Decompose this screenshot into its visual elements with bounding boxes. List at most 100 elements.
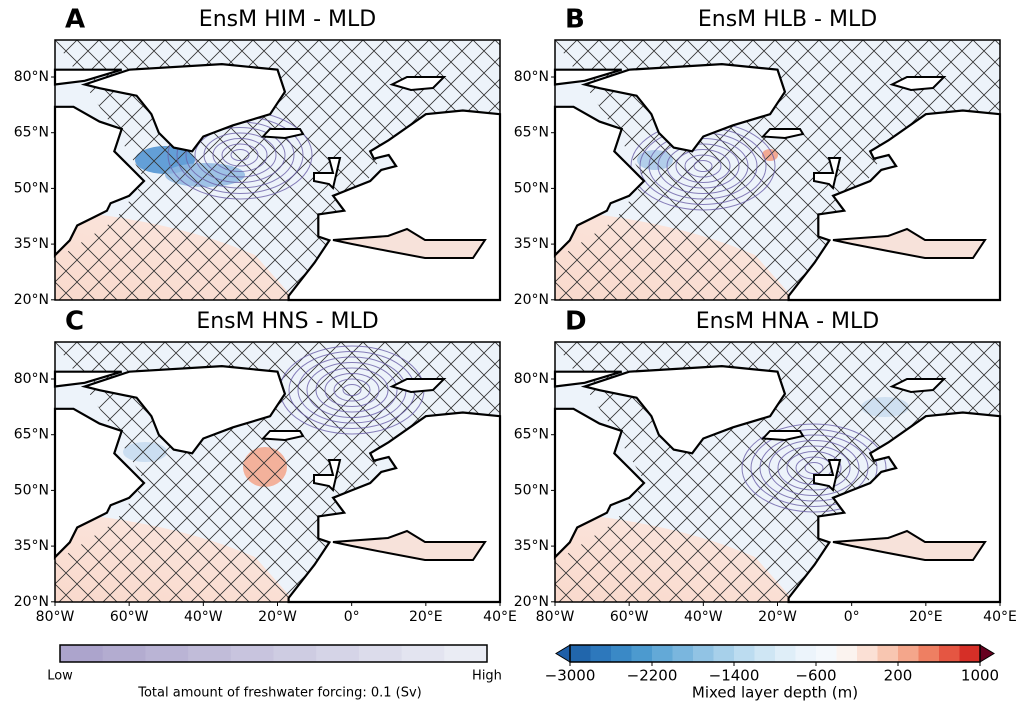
lat-label: 20°N xyxy=(514,292,549,308)
colorbar-extend-low xyxy=(555,644,571,663)
colorbar-segment xyxy=(590,645,612,662)
lat-label: 80°N xyxy=(14,69,49,85)
forcing-contour xyxy=(315,367,389,413)
colorbar-high: High xyxy=(472,669,502,684)
forcing-contour xyxy=(194,127,286,183)
colorbar-segment xyxy=(795,645,817,662)
mld-colorbar: −3000 −2200 −1400 −600 200 1000 Mixed layer de… xyxy=(545,644,999,702)
forcing-contour xyxy=(768,440,860,496)
panel-frame xyxy=(54,39,501,301)
colorbar-segment xyxy=(734,645,755,662)
colorbar-segment xyxy=(672,645,694,662)
colorbar-segment xyxy=(775,645,796,662)
colorbar-segment xyxy=(611,645,632,662)
lon-label: 60°W xyxy=(110,609,149,625)
colorbar-segment xyxy=(918,645,940,662)
forcing-colorbar: Low High Total amount of freshwater forcin… xyxy=(47,644,502,701)
colorbar-segment xyxy=(401,645,445,662)
lat-label: 50°N xyxy=(514,482,549,498)
colorbar-segment xyxy=(898,645,919,662)
lat-label: 80°N xyxy=(514,371,549,387)
colorbar-segment xyxy=(959,645,981,662)
lon-label: 80°W xyxy=(36,609,75,625)
colorbar-segment xyxy=(358,645,403,662)
lon-label: 0° xyxy=(844,609,860,625)
lat-label: 20°N xyxy=(14,594,49,610)
lat-label: 65°N xyxy=(14,125,49,141)
panel-title: EnsM HNA - MLD xyxy=(696,309,879,334)
forcing-contour xyxy=(324,373,380,407)
lat-label: 35°N xyxy=(514,236,549,252)
panel-title: EnsM HNS - MLD xyxy=(196,309,378,334)
forcing-contour xyxy=(203,132,277,178)
colorbar-segment xyxy=(713,645,735,662)
forcing-contour xyxy=(666,143,740,189)
colorbar-segment xyxy=(836,645,858,662)
colorbar-label: Total amount of freshwater forcing: 0.1 … xyxy=(137,686,422,701)
map-panel: D EnsM HNA - MLD 80°N 65°N 50°N 35°N 20°N80°W 6… xyxy=(514,307,1017,626)
colorbar-tick-label: 200 xyxy=(884,667,913,685)
colorbar-segment xyxy=(230,645,274,662)
forcing-contour xyxy=(759,434,869,502)
colorbar-segment xyxy=(939,645,960,662)
forcing-contour xyxy=(306,362,398,418)
lon-label: 20°E xyxy=(409,609,443,625)
lat-label: 35°N xyxy=(14,236,49,252)
lat-label: 35°N xyxy=(14,538,49,554)
map-panel: B EnsM HLB - MLD 80°N 65°N 50°N 35°N 20°N xyxy=(514,5,1002,308)
colorbar-segment xyxy=(754,645,776,662)
panel-letter: A xyxy=(65,5,85,35)
map-panel: A EnsM HIM - MLD 80°N 65°N 50°N 35°N 20°N xyxy=(14,5,502,308)
colorbar-extend-high xyxy=(979,644,995,663)
lat-label: 65°N xyxy=(14,427,49,443)
panel-letter: B xyxy=(565,5,585,35)
forcing-contour xyxy=(693,160,713,172)
lon-label: 60°W xyxy=(610,609,649,625)
forcing-contour xyxy=(333,378,371,402)
colorbar-segment xyxy=(444,645,488,662)
lat-label: 50°N xyxy=(14,180,49,196)
forcing-contour xyxy=(750,429,878,507)
lat-label: 35°N xyxy=(514,538,549,554)
forcing-contour xyxy=(342,384,362,396)
forcing-contour xyxy=(804,462,824,474)
colorbar-segment xyxy=(316,645,360,662)
colorbar-segment xyxy=(570,645,591,662)
lat-label: 50°N xyxy=(14,482,49,498)
lon-label: 40°E xyxy=(983,609,1017,625)
colorbar-segment xyxy=(188,645,232,662)
lat-label: 80°N xyxy=(14,371,49,387)
lon-label: 0° xyxy=(344,609,360,625)
colorbar-frame xyxy=(569,644,981,663)
colorbar-segment xyxy=(631,645,653,662)
lat-label: 65°N xyxy=(514,427,549,443)
map-panel: C EnsM HNS - MLD 80°N 65°N 50°N 35°N 20°N80°W 6… xyxy=(14,307,517,626)
colorbar-segment xyxy=(693,645,714,662)
colorbar-tick-label: −1400 xyxy=(709,667,760,685)
panel-letter: D xyxy=(565,307,587,337)
colorbar-segment xyxy=(273,645,317,662)
lat-label: 20°N xyxy=(14,292,49,308)
lon-label: 20°W xyxy=(258,609,297,625)
colorbar-tick-label: −2200 xyxy=(627,667,678,685)
lon-label: 80°W xyxy=(536,609,575,625)
colorbar-segment xyxy=(877,645,899,662)
colorbar-low: Low xyxy=(47,669,73,684)
lon-label: 20°W xyxy=(758,609,797,625)
colorbar-tick-label: 1000 xyxy=(961,667,999,685)
forcing-contour xyxy=(684,154,722,178)
lat-label: 20°N xyxy=(514,594,549,610)
colorbar-segment xyxy=(816,645,837,662)
forcing-contour xyxy=(230,149,250,161)
lat-label: 80°N xyxy=(514,69,549,85)
forcing-contour xyxy=(221,143,259,167)
lon-label: 40°W xyxy=(184,609,223,625)
panel-letter: C xyxy=(65,307,84,337)
forcing-contour xyxy=(786,451,842,485)
colorbar-segment xyxy=(145,645,189,662)
panel-title: EnsM HLB - MLD xyxy=(698,7,877,32)
lat-label: 50°N xyxy=(514,180,549,196)
panel-frame xyxy=(554,39,1001,301)
lon-label: 40°W xyxy=(684,609,723,625)
